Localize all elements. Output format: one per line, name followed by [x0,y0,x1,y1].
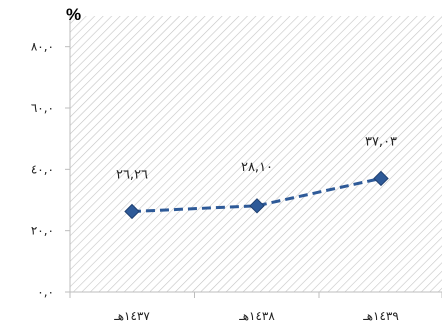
unit-label: % [66,5,81,24]
y-axis-ticks: ٠,٠ ٢٠,٠ ٤٠,٠ ٦٠,٠ ٨٠,٠ [31,40,70,299]
x-tick-label: ١٤٣٧هـ [113,309,150,323]
data-point-marker [249,198,265,214]
y-tick-label: ٠,٠ [37,285,54,299]
y-tick-label: ٨٠,٠ [31,40,54,54]
data-label: ٣٧,٠٣ [365,134,397,149]
y-tick-label: ٤٠,٠ [31,162,54,176]
plot-area [70,16,442,292]
data-point-marker [373,170,389,187]
data-label: ٢٨,١٠ [241,160,273,175]
x-tick-label: ١٤٣٨هـ [238,309,275,323]
data-label: ٢٦,٢٦ [116,167,148,182]
data-point-marker [124,203,140,220]
x-tick-label: ١٤٣٩هـ [362,309,399,323]
series-group [124,170,389,220]
y-tick-label: ٢٠,٠ [31,224,54,238]
y-tick-label: ٦٠,٠ [31,101,54,115]
data-labels: ٢٦,٢٦ ٢٨,١٠ ٣٧,٠٣ [116,134,397,182]
axes [69,16,442,293]
x-axis-ticks: ١٤٣٧هـ ١٤٣٨هـ ١٤٣٩هـ [69,292,442,323]
